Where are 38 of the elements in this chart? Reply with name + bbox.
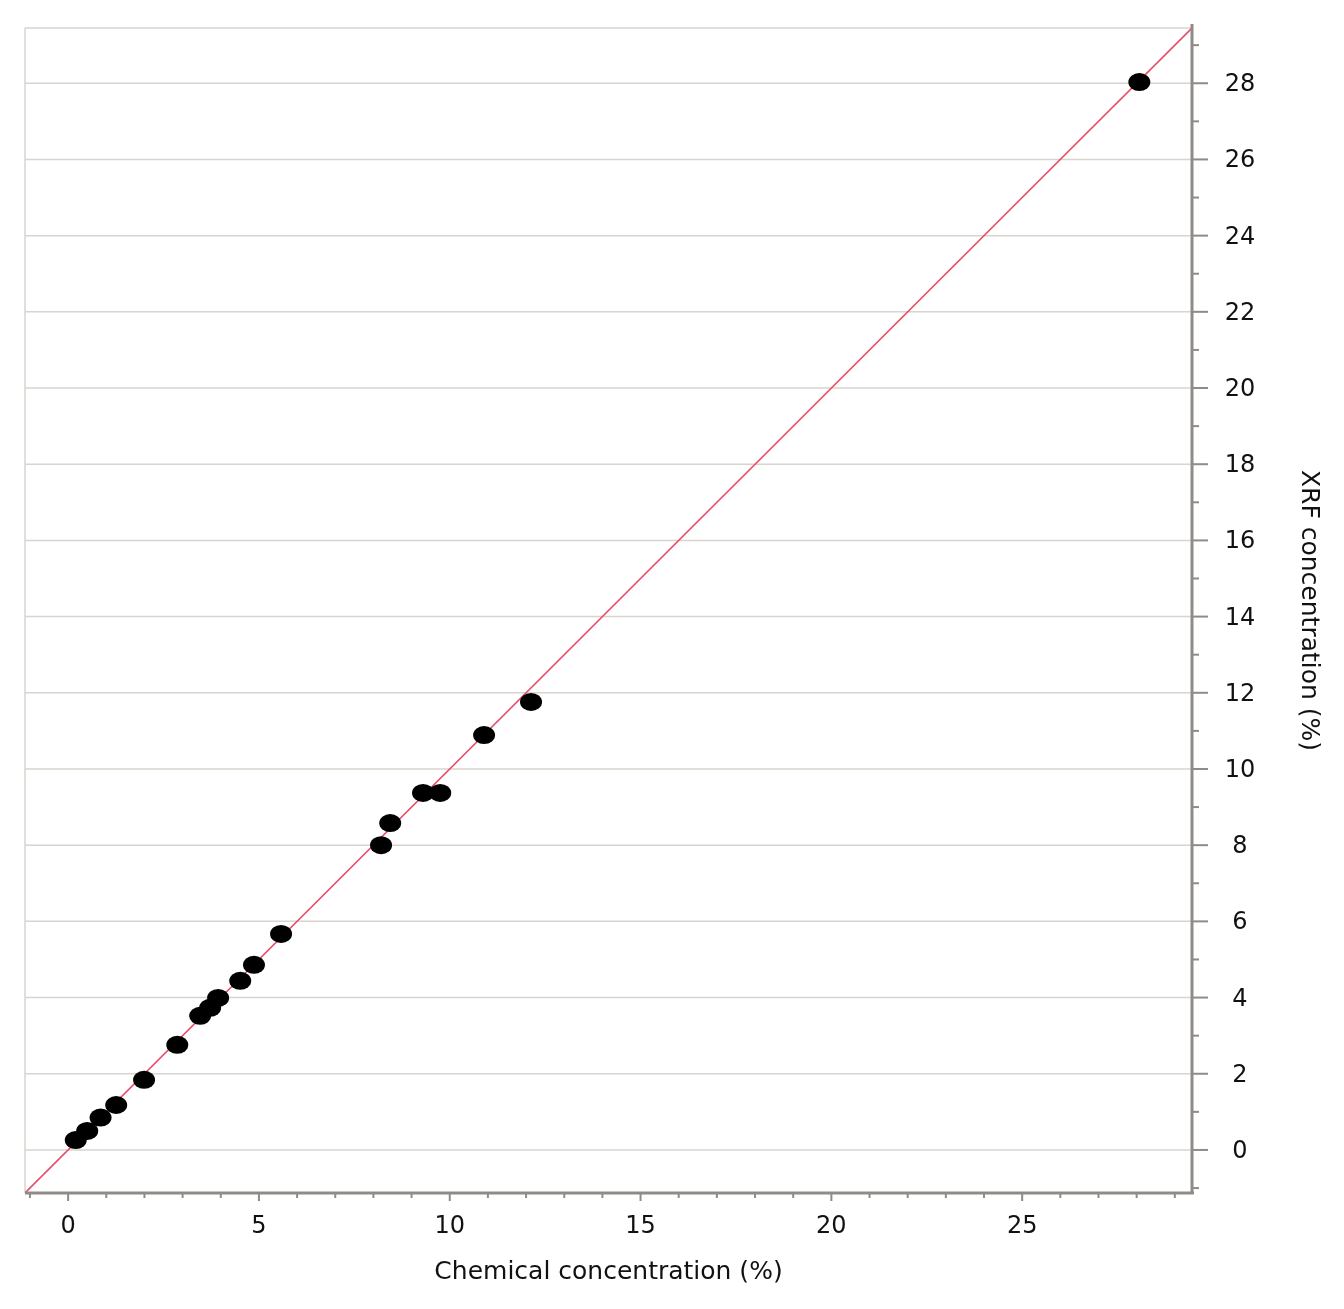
point	[229, 971, 252, 990]
point	[105, 1096, 128, 1114]
x-tick-label: 15	[625, 1211, 656, 1239]
x-tick-label: 0	[60, 1211, 76, 1239]
x-tick-label: 5	[251, 1211, 267, 1239]
y-tick-label: 12	[1224, 678, 1256, 707]
point	[473, 726, 496, 745]
y-tick-label: 8	[1232, 831, 1248, 860]
y-tick-label: 14	[1224, 602, 1256, 631]
x-tick-label: 25	[1006, 1211, 1038, 1239]
point	[370, 836, 393, 855]
y-tick-label: 22	[1224, 297, 1256, 326]
point	[429, 783, 452, 802]
point	[379, 814, 402, 833]
y-tick-label: 26	[1224, 145, 1256, 174]
y-axis-title: XRF concentration (%)	[1296, 469, 1325, 752]
y-tick-label: 4	[1232, 983, 1248, 1012]
y-tick-label: 6	[1232, 907, 1248, 936]
x-tick-label: 20	[816, 1211, 847, 1239]
point	[520, 692, 543, 711]
y-tick-label: 24	[1224, 221, 1256, 250]
point	[207, 988, 230, 1007]
point	[1128, 73, 1151, 92]
y-tick-label: 10	[1224, 754, 1256, 783]
point	[242, 955, 265, 974]
y-tick-label: 18	[1224, 450, 1256, 479]
y-tick-label: 16	[1224, 526, 1256, 555]
y-tick-label: 28	[1224, 69, 1256, 98]
point	[89, 1108, 112, 1127]
y-tick-label: 20	[1224, 374, 1256, 403]
point	[76, 1121, 99, 1140]
y-tick-label: 0	[1232, 1135, 1248, 1164]
x-tick-label: 10	[434, 1211, 466, 1239]
point	[166, 1035, 189, 1054]
y-tick-label: 2	[1232, 1059, 1248, 1088]
point	[133, 1070, 156, 1089]
point	[270, 924, 293, 943]
x-axis-title: Chemical concentration (%)	[434, 1256, 783, 1285]
